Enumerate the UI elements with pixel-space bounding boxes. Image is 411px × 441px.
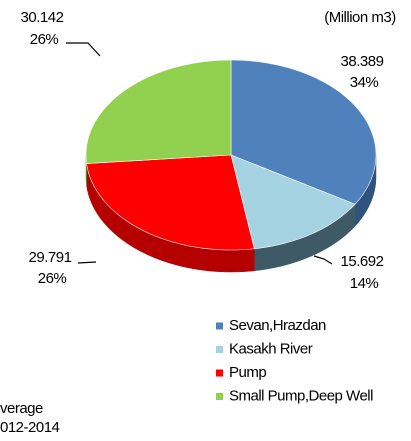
- unit-label: (Million m3): [324, 9, 396, 26]
- legend-label: Kasakh River: [229, 340, 313, 357]
- slice: [230, 154, 356, 250]
- percent-label: 26%: [38, 270, 67, 287]
- legend-label: Sevan,Hrazdan: [229, 317, 326, 334]
- leader-line: [66, 42, 101, 57]
- legend-swatch: [216, 322, 223, 330]
- slice: [85, 59, 232, 164]
- percent-label: 14%: [350, 275, 379, 292]
- percent-label: 26%: [30, 31, 59, 48]
- slice: [230, 59, 377, 205]
- note: verage: [0, 400, 43, 417]
- slice: [86, 154, 255, 251]
- leader-line: [313, 255, 333, 265]
- legend-swatch: [216, 393, 223, 400]
- value-label: 15.692: [341, 253, 384, 270]
- pie: [85, 59, 377, 273]
- legend: Sevan,Hrazdan Kasakh River Pump Small Pump,…: [216, 317, 374, 404]
- percent-label: 34%: [350, 74, 379, 91]
- legend-label: Small Pump,Deep Well: [229, 387, 373, 404]
- value-label: 38.389: [341, 53, 384, 70]
- note: 012-2014: [0, 419, 60, 436]
- value-label: 30.142: [21, 9, 64, 26]
- legend-swatch: [216, 369, 223, 377]
- legend-label: Pump: [229, 364, 266, 381]
- legend-swatch: [216, 346, 223, 353]
- value-label: 29.791: [29, 249, 72, 266]
- leader-line: [77, 261, 97, 264]
